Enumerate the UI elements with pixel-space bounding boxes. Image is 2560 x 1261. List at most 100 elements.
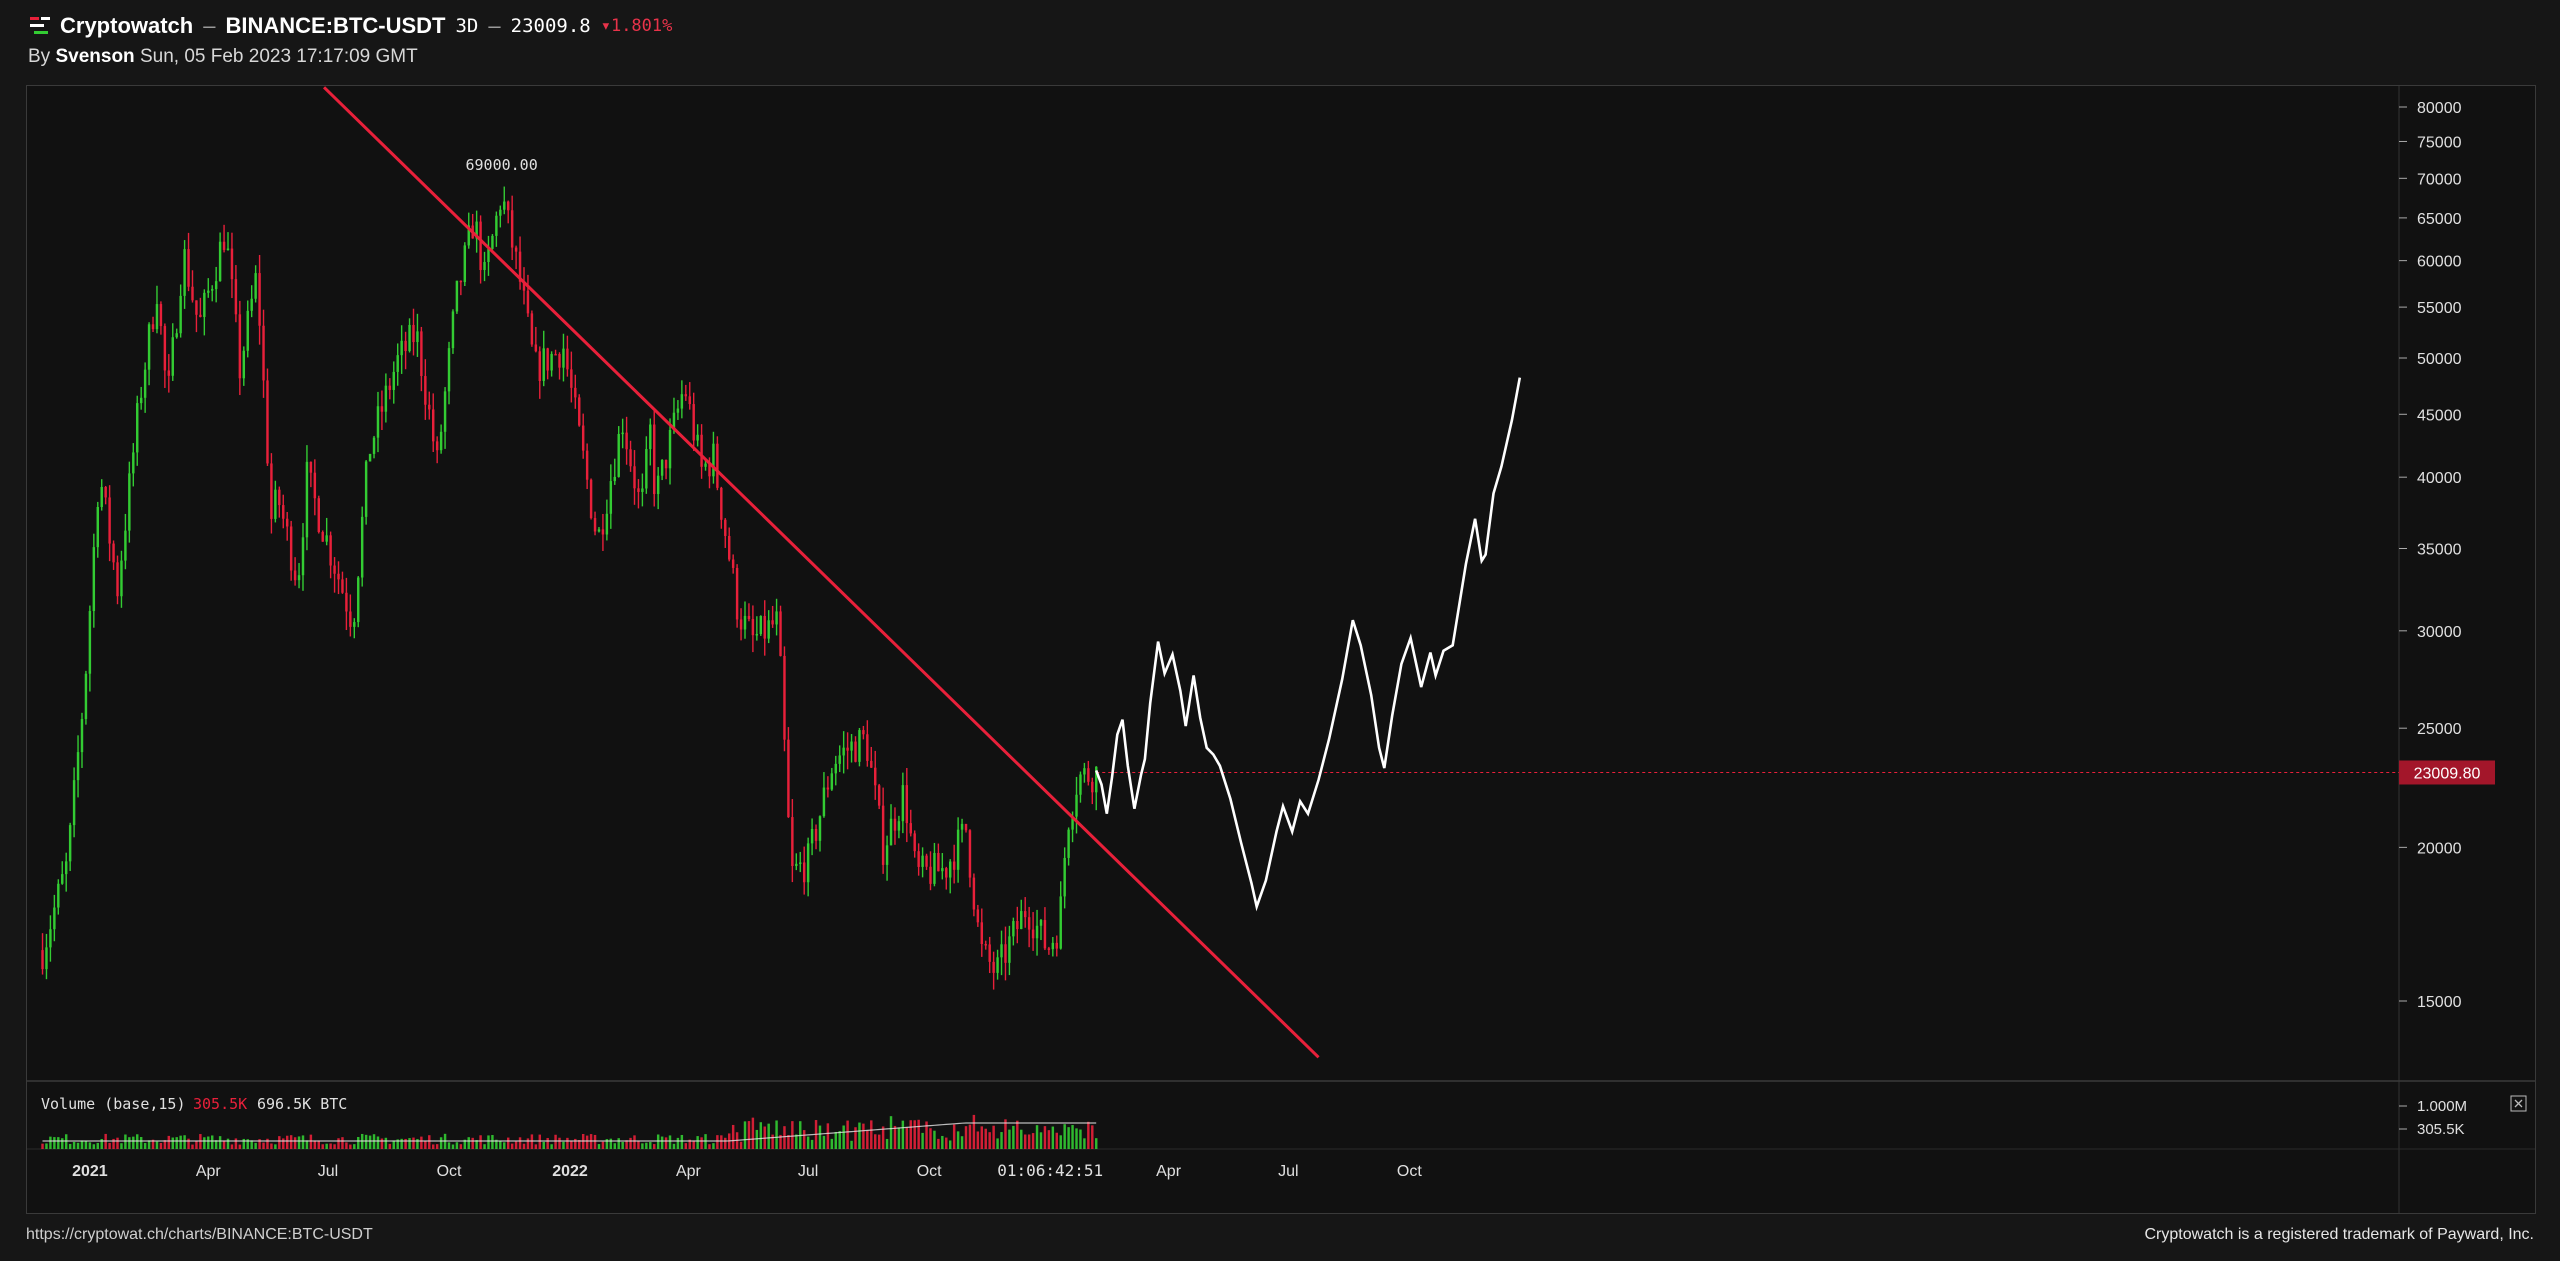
volume-bar (100, 1138, 103, 1149)
brand-name[interactable]: Cryptowatch (60, 13, 194, 38)
price-chart[interactable]: 80000 75000 70000 65000 60000 55000 50000 45000… (27, 86, 2535, 1213)
volume-bar (672, 1143, 676, 1149)
candle-body (885, 845, 889, 865)
candle-body (802, 862, 806, 883)
candle-body (688, 396, 691, 405)
candle-body (763, 615, 766, 639)
volume-bar (1016, 1120, 1019, 1149)
candle-body (992, 961, 995, 973)
candle-body (250, 298, 253, 311)
price-tick-label: 30000 (2417, 624, 2462, 641)
candle-body (641, 488, 644, 492)
candle-body (518, 251, 522, 282)
time-tick-label: 2022 (552, 1163, 588, 1180)
candle-body (143, 369, 147, 398)
volume-bar (487, 1135, 490, 1149)
volume-bar (274, 1144, 277, 1149)
cryptowatch-logo-icon (30, 17, 50, 34)
close-x-icon[interactable] (2514, 1099, 2523, 1108)
volume-bar (45, 1143, 48, 1149)
volume-bar (925, 1121, 928, 1149)
candle-body (479, 221, 482, 271)
volume-bar (191, 1144, 194, 1149)
volume-bar (345, 1142, 348, 1149)
candle-body (664, 459, 668, 469)
time-tick-label: Apr (1156, 1163, 1182, 1180)
volume-bar (1075, 1128, 1078, 1149)
candle-body (1063, 857, 1066, 897)
volume-bar (775, 1120, 778, 1149)
volume-bar (893, 1125, 897, 1149)
volume-bar (467, 1137, 470, 1149)
volume-bar (333, 1144, 336, 1149)
candle-body (376, 406, 380, 438)
price-tick-label: 50000 (2417, 351, 2462, 368)
volume-bar (850, 1140, 853, 1149)
candle-body (226, 248, 230, 251)
chart-url[interactable]: https://cryptowat.ch/charts/BINANCE:BTC-… (26, 1226, 373, 1243)
volume-bar (1008, 1129, 1011, 1149)
candle-body (1091, 781, 1094, 793)
volume-bar (1043, 1126, 1047, 1149)
candle-body (242, 350, 246, 379)
volume-bar (866, 1130, 869, 1149)
candle-body (605, 513, 609, 535)
volume-bar (112, 1138, 115, 1149)
volume-bar (384, 1137, 388, 1149)
price-tick-label: 60000 (2417, 254, 2462, 271)
candle-body (183, 249, 186, 296)
candle-body (459, 280, 463, 283)
candle-body (810, 829, 814, 844)
candle-body (791, 817, 794, 867)
candle-body (952, 861, 956, 870)
candle-body (783, 655, 786, 740)
candle-body (167, 370, 171, 376)
volume-bar (270, 1143, 273, 1149)
volume-bar (980, 1126, 984, 1149)
candle-body (84, 673, 88, 720)
volume-bar (941, 1135, 944, 1149)
close-volume-icon[interactable] (2510, 1095, 2527, 1112)
candle-body (933, 852, 936, 884)
volume-bar (68, 1143, 72, 1149)
candle-body (64, 861, 68, 875)
candle-body (866, 734, 869, 761)
volume-bar (424, 1140, 427, 1149)
volume-bar (625, 1140, 628, 1149)
volume-bar (349, 1144, 352, 1149)
volume-bar (649, 1141, 652, 1149)
volume-bar (712, 1143, 715, 1149)
volume-bar (708, 1144, 711, 1149)
candle-body (416, 331, 419, 343)
volume-bar (321, 1144, 324, 1149)
volume-bar (400, 1138, 403, 1149)
trademark-notice: Cryptowatch is a registered trademark of… (2144, 1226, 2535, 1243)
price-change: ▾1.801% (601, 16, 673, 36)
candle-body (246, 310, 249, 351)
volume-bar (1012, 1125, 1015, 1149)
volume-bar (791, 1121, 794, 1149)
candle-body (960, 823, 964, 830)
volume-bar (136, 1134, 139, 1149)
candle-body (893, 818, 897, 831)
candle-body (530, 313, 534, 345)
volume-bar (676, 1137, 680, 1149)
volume-bar (1079, 1129, 1082, 1149)
candle-body (633, 466, 636, 489)
chart-panel[interactable]: 80000 75000 70000 65000 60000 55000 50000 45000… (26, 85, 2536, 1214)
volume-bar (992, 1125, 995, 1149)
price-tick-label: 35000 (2417, 541, 2462, 558)
candle-body (964, 823, 968, 831)
volume-bar (108, 1142, 111, 1149)
candle-body (380, 406, 384, 412)
candle-body (333, 565, 336, 574)
candle-body (830, 773, 834, 790)
volume-bar (826, 1123, 830, 1149)
candle-body (578, 397, 581, 426)
candle-body (297, 575, 301, 581)
candle-body (495, 215, 498, 236)
candle-body (779, 611, 782, 656)
candle-body (834, 763, 837, 774)
volume-bar (597, 1144, 601, 1149)
candle-body (751, 619, 755, 636)
